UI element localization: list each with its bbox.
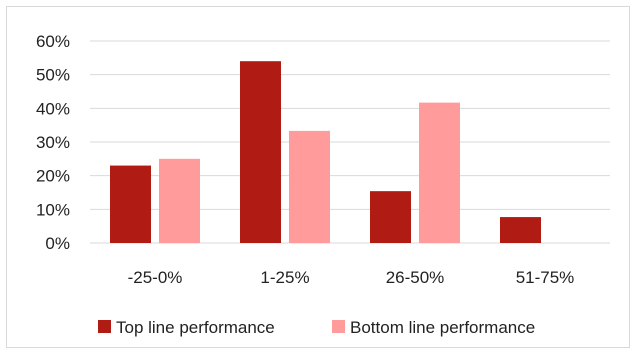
legend-swatch-top-line — [98, 320, 111, 333]
bar-bottom-line-0 — [159, 158, 200, 243]
bar-top-line-1 — [240, 61, 281, 244]
x-category-label: -25-0% — [128, 268, 183, 287]
y-tick-label: 0% — [45, 234, 70, 253]
bar-bottom-line-1 — [289, 130, 330, 243]
legend-swatch-bottom-line — [332, 320, 345, 333]
y-tick-label: 30% — [36, 133, 70, 152]
y-tick-label: 20% — [36, 167, 70, 186]
y-tick-label: 40% — [36, 99, 70, 118]
legend-label-top-line: Top line performance — [116, 318, 275, 337]
bar-bottom-line-2 — [419, 102, 460, 243]
legend-label-bottom-line: Bottom line performance — [350, 318, 535, 337]
y-tick-label: 10% — [36, 200, 70, 219]
x-category-label: 26-50% — [386, 268, 445, 287]
bar-top-line-3 — [500, 217, 541, 243]
x-category-label: 51-75% — [516, 268, 575, 287]
x-category-label: 1-25% — [260, 268, 309, 287]
y-tick-label: 60% — [36, 32, 70, 51]
bar-top-line-2 — [370, 191, 411, 243]
bar-top-line-0 — [110, 165, 151, 243]
y-tick-label: 50% — [36, 66, 70, 85]
